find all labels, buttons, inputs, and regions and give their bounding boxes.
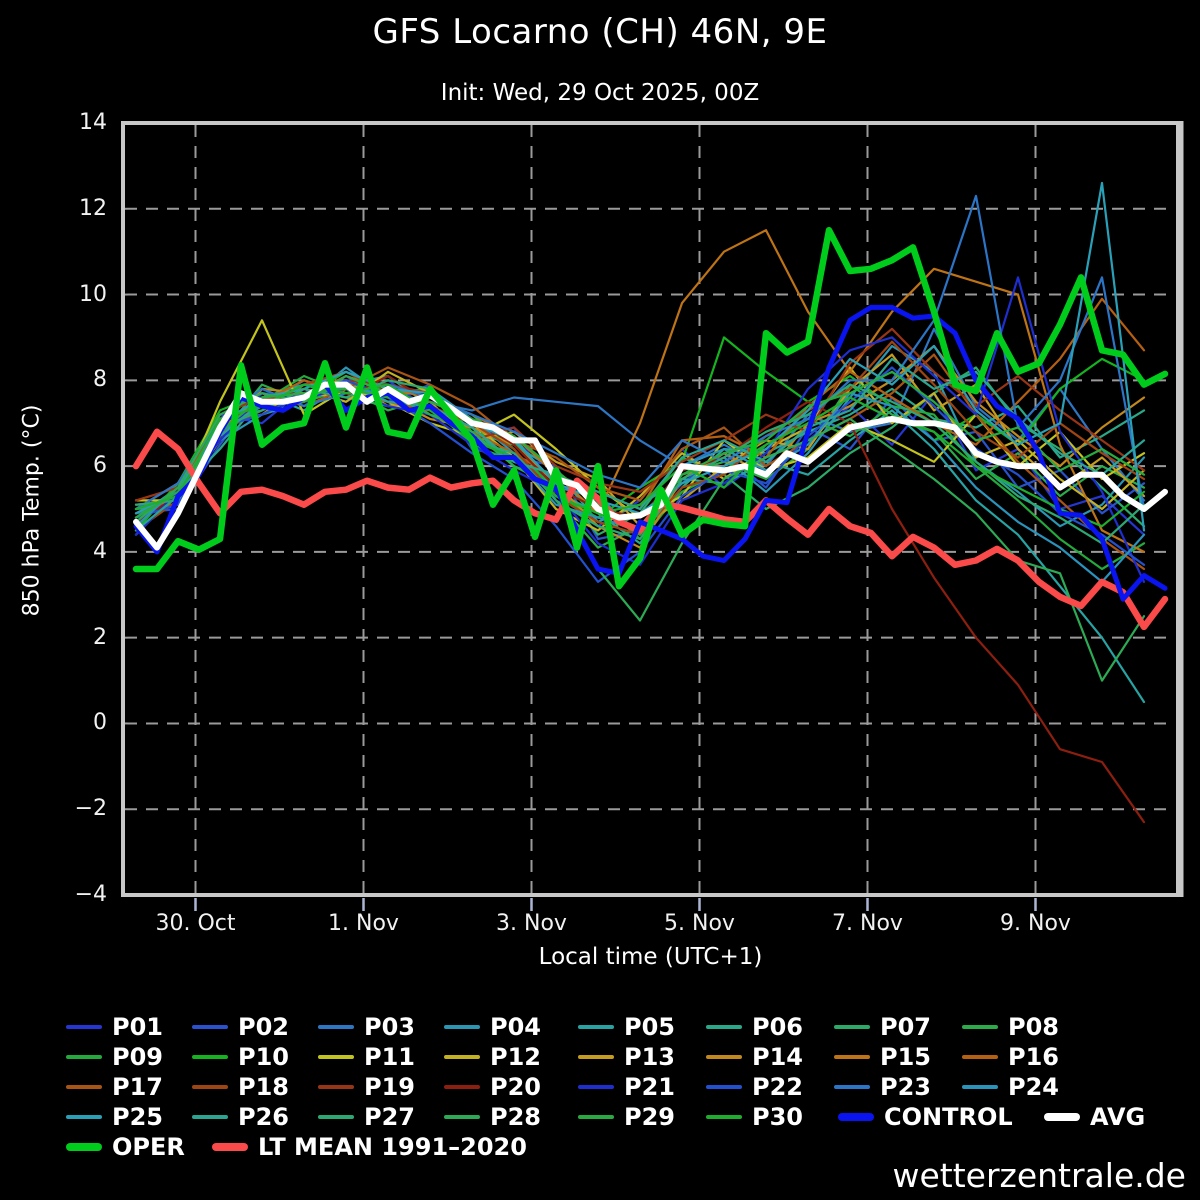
y-tick-2: 2	[93, 624, 107, 650]
legend-swatch-LT-MEAN-1991–2020	[212, 1143, 248, 1151]
series-OPER	[132, 226, 1169, 590]
legend-swatch-P12	[444, 1055, 480, 1059]
legend-swatch-P30	[706, 1115, 742, 1119]
y-tick-4: 4	[93, 538, 107, 564]
legend-swatch-P15	[834, 1055, 870, 1059]
legend-swatch-P28	[444, 1115, 480, 1119]
y-tick-−2: −2	[74, 796, 107, 822]
legend-label: P06	[752, 1013, 803, 1041]
legend-swatch-P23	[834, 1085, 870, 1089]
legend-label: P03	[364, 1013, 415, 1041]
legend-swatch-P18	[192, 1085, 228, 1089]
legend-label: P15	[880, 1043, 931, 1071]
legend-swatch-P10	[192, 1055, 228, 1059]
legend-label: P21	[624, 1073, 675, 1101]
legend-label: P12	[490, 1043, 541, 1071]
y-tick-14: 14	[79, 110, 107, 135]
legend-label: LT MEAN 1991–2020	[258, 1133, 527, 1161]
legend-swatch-P14	[706, 1055, 742, 1059]
x-tick-30Oct: 30. Oct	[155, 911, 236, 936]
legend-label: P07	[880, 1013, 931, 1041]
legend-label: P29	[624, 1103, 675, 1131]
legend-label: P25	[112, 1103, 163, 1131]
legend-label: AVG	[1090, 1103, 1146, 1131]
legend-label: P16	[1008, 1043, 1059, 1071]
x-tick-3Nov: 3. Nov	[496, 911, 567, 936]
legend-swatch-P24	[962, 1085, 998, 1089]
legend-label: P20	[490, 1073, 541, 1101]
chart-subtitle: Init: Wed, 29 Oct 2025, 00Z	[440, 80, 760, 106]
series-P30	[134, 383, 1146, 528]
legend-swatch-P13	[578, 1055, 614, 1059]
legend-label: P22	[752, 1073, 803, 1101]
series-P27	[134, 379, 1146, 545]
y-tick-0: 0	[93, 710, 107, 736]
x-axis-title: Local time (UTC+1)	[538, 944, 763, 970]
legend-swatch-AVG	[1044, 1113, 1080, 1121]
legend-swatch-P06	[706, 1025, 742, 1029]
legend-label: P30	[752, 1103, 803, 1131]
legend-label: P28	[490, 1103, 541, 1131]
page-title: GFS Locarno (CH) 46N, 9E	[372, 12, 828, 52]
legend-label: P02	[238, 1013, 289, 1041]
series-P23	[134, 194, 1146, 511]
x-tick-5Nov: 5. Nov	[664, 911, 735, 936]
legend-swatch-CONTROL	[838, 1113, 874, 1121]
legend-label: P17	[112, 1073, 163, 1101]
legend-label: P10	[238, 1043, 289, 1071]
legend-swatch-P29	[578, 1115, 614, 1119]
legend-label: P19	[364, 1073, 415, 1101]
legend-label: P18	[238, 1073, 289, 1101]
legend-swatch-P04	[444, 1025, 480, 1029]
legend-swatch-P01	[66, 1025, 102, 1029]
legend-swatch-P21	[578, 1085, 614, 1089]
legend-label: CONTROL	[884, 1103, 1013, 1131]
legend-swatch-P26	[192, 1115, 228, 1119]
legend-label: P24	[1008, 1073, 1059, 1101]
legend-label: P26	[238, 1103, 289, 1131]
legend-label: P08	[1008, 1013, 1059, 1041]
legend-swatch-P11	[318, 1055, 354, 1059]
legend-swatch-P27	[318, 1115, 354, 1119]
y-tick-8: 8	[93, 367, 107, 393]
series-P28	[134, 374, 1146, 682]
legend-swatch-P09	[66, 1055, 102, 1059]
y-tick-10: 10	[79, 281, 107, 307]
x-tick-1Nov: 1. Nov	[328, 911, 399, 936]
legend-swatch-P25	[66, 1115, 102, 1119]
legend-swatch-P07	[834, 1025, 870, 1029]
legend-swatch-P05	[578, 1025, 614, 1029]
y-tick-6: 6	[93, 453, 107, 479]
watermark: wetterzentrale.de	[892, 1156, 1186, 1195]
series-AVG	[133, 381, 1168, 551]
legend-swatch-OPER	[66, 1143, 102, 1151]
y-axis-title: 850 hPa Temp. (°C)	[19, 404, 45, 617]
legend-label: P01	[112, 1013, 163, 1041]
legend-swatch-P08	[962, 1025, 998, 1029]
legend-swatch-P03	[318, 1025, 354, 1029]
legend-label: P04	[490, 1013, 541, 1041]
legend-label: P13	[624, 1043, 675, 1071]
legend-swatch-P16	[962, 1055, 998, 1059]
legend-label: P09	[112, 1043, 163, 1071]
legend-swatch-P19	[318, 1085, 354, 1089]
legend-label: P27	[364, 1103, 415, 1131]
legend-swatch-P20	[444, 1085, 480, 1089]
y-tick-−4: −4	[74, 882, 107, 907]
y-tick-12: 12	[79, 195, 107, 221]
legend-label: P23	[880, 1073, 931, 1101]
legend-label: P05	[624, 1013, 675, 1041]
legend-swatch-P02	[192, 1025, 228, 1029]
legend-swatch-P22	[706, 1085, 742, 1089]
legend-label: P14	[752, 1043, 803, 1071]
legend-swatch-P17	[66, 1085, 102, 1089]
x-tick-9Nov: 9. Nov	[1000, 911, 1071, 936]
series-P29	[134, 370, 1146, 536]
legend-label: P11	[364, 1043, 415, 1071]
legend-label: OPER	[112, 1133, 185, 1161]
x-tick-7Nov: 7. Nov	[832, 911, 903, 936]
